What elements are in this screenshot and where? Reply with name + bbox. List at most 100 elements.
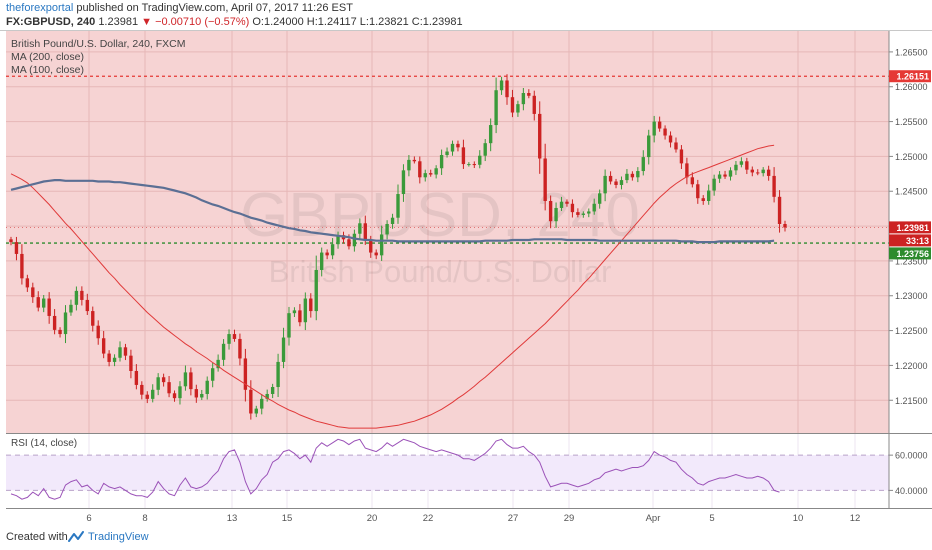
rsi-band <box>6 455 889 491</box>
candle-body <box>521 93 526 105</box>
candle-body <box>145 394 149 399</box>
time-tick-label: 15 <box>282 513 293 524</box>
candle-body <box>450 143 455 152</box>
footer: Created with TradingView <box>0 524 932 550</box>
candle-body <box>74 290 79 305</box>
candle-body <box>238 338 242 359</box>
candle-body <box>532 95 536 114</box>
candle-body <box>80 290 84 300</box>
ohlc-open: O:1.24000 <box>252 16 304 28</box>
ohlc-high: H:1.24117 <box>306 16 357 28</box>
price-change: ▼ −0.00710 (−0.57%) <box>141 16 250 28</box>
author-link[interactable]: theforexportal <box>6 2 74 14</box>
price-tag-label: 1.26151 <box>896 72 929 82</box>
candles <box>9 74 787 420</box>
candle-body <box>309 298 313 312</box>
candle-body <box>690 177 695 185</box>
tradingview-logo-icon[interactable] <box>67 530 87 544</box>
candle-body <box>478 155 482 165</box>
candle-body <box>576 212 580 215</box>
ma200-line <box>10 179 775 244</box>
candle-body <box>663 128 667 136</box>
tradingview-brand-link[interactable]: TradingView <box>88 531 149 543</box>
candle-body <box>548 200 553 222</box>
candle-body <box>336 235 340 245</box>
candle-body <box>352 233 357 247</box>
candle-body <box>674 142 678 150</box>
symbol-line: FX:GBPUSD, 240 1.23981 ▼ −0.00710 (−0.57… <box>6 16 463 28</box>
candle-body <box>538 113 542 159</box>
candle-body <box>527 93 531 96</box>
candle-body <box>9 239 13 243</box>
candle-body <box>766 169 771 176</box>
candle-body <box>597 193 602 204</box>
candle-body <box>270 387 275 394</box>
candle-body <box>112 357 117 362</box>
candle-body <box>210 368 215 381</box>
time-tick-label: Apr <box>646 513 661 524</box>
candle-body <box>390 217 395 224</box>
candle-body <box>281 337 286 362</box>
candle-body <box>777 196 782 224</box>
rsi-line <box>10 438 780 500</box>
price-tick-label: 1.22500 <box>895 326 928 336</box>
time-tick-label: 6 <box>86 513 91 524</box>
legend-ma200: MA (200, close) <box>11 51 84 63</box>
candle-body <box>756 172 760 174</box>
ma100-line <box>10 144 775 429</box>
price-tick-label: 1.22000 <box>895 361 928 371</box>
candle-body <box>614 181 618 185</box>
candle-body <box>657 121 662 129</box>
candle-body <box>630 173 635 178</box>
price-tick-label: 1.23500 <box>895 256 928 266</box>
price-tag-resistance: 1.26151 <box>889 70 931 83</box>
candle-body <box>636 171 640 178</box>
candle-body <box>592 203 596 212</box>
time-tick-label: 10 <box>793 513 804 524</box>
candle-body <box>249 389 253 414</box>
candle-body <box>554 207 558 222</box>
candle-body <box>63 312 68 335</box>
candle-body <box>728 170 733 177</box>
time-tick-label: 12 <box>850 513 861 524</box>
candle-body <box>439 155 444 169</box>
candle-body <box>42 298 46 308</box>
time-axis[interactable]: 6 8 13 15 20 22 27 29 Apr 5 10 12 <box>86 513 860 524</box>
candle-body <box>423 173 427 178</box>
candle-body <box>156 377 160 390</box>
price-tag-label: 1.23756 <box>896 249 929 259</box>
candle-body <box>701 198 705 201</box>
price-tick-label: 1.25000 <box>895 152 928 162</box>
last-price: 1.23981 <box>98 16 139 28</box>
candle-body <box>232 334 237 339</box>
candle-body <box>298 310 302 323</box>
candle-body <box>723 174 727 177</box>
rsi-tick-label: 40.0000 <box>895 486 928 496</box>
candle-body <box>712 178 716 191</box>
candle-body <box>118 347 122 358</box>
candle-body <box>52 315 57 330</box>
time-tick-label: 22 <box>423 513 434 524</box>
candle-body <box>429 173 433 175</box>
candle-body <box>679 149 684 164</box>
candle-body <box>167 382 171 394</box>
price-tag-label: 33:13 <box>906 236 929 246</box>
candle-body <box>369 240 373 253</box>
candle-body <box>516 104 520 113</box>
candle-body <box>320 252 324 270</box>
candle-body <box>603 175 607 194</box>
candle-body <box>151 389 155 399</box>
candle-body <box>260 398 264 409</box>
candle-body <box>303 298 308 323</box>
candle-body <box>58 329 62 335</box>
candle-body <box>407 159 411 171</box>
time-tick-label: 20 <box>367 513 378 524</box>
price-tag-support: 1.23756 <box>889 247 931 260</box>
legend-ma100: MA (100, close) <box>11 64 84 76</box>
candle-body <box>91 311 95 326</box>
price-tick-label: 1.21500 <box>895 396 928 406</box>
candle-body <box>499 80 504 91</box>
candle-body <box>685 163 689 178</box>
chart-svg[interactable]: GBPUSD, 240 British Pound/U.S. Dollar Br… <box>0 31 932 524</box>
candle-body <box>717 174 722 179</box>
